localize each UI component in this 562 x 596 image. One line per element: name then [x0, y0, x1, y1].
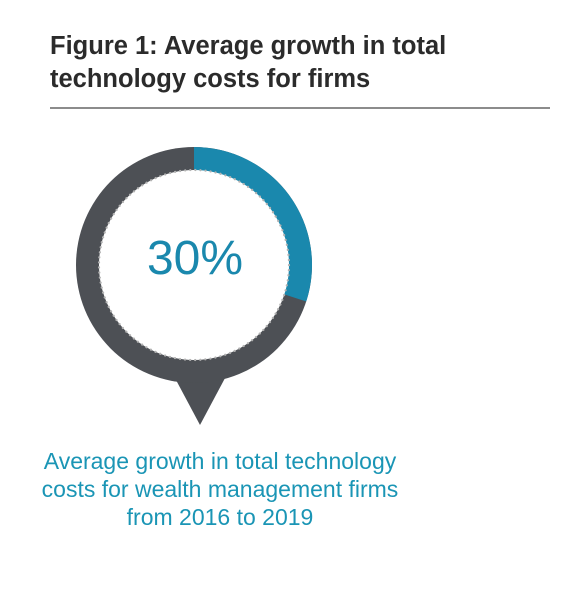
- ring-inner: [99, 170, 289, 360]
- figure-title: Figure 1: Average growth in total techno…: [50, 32, 447, 93]
- title-divider: [50, 107, 550, 109]
- ring-dotted-border: [97, 168, 291, 362]
- value-label: 30%: [146, 232, 244, 285]
- chart-caption: Average growth in total technology costs…: [41, 448, 399, 530]
